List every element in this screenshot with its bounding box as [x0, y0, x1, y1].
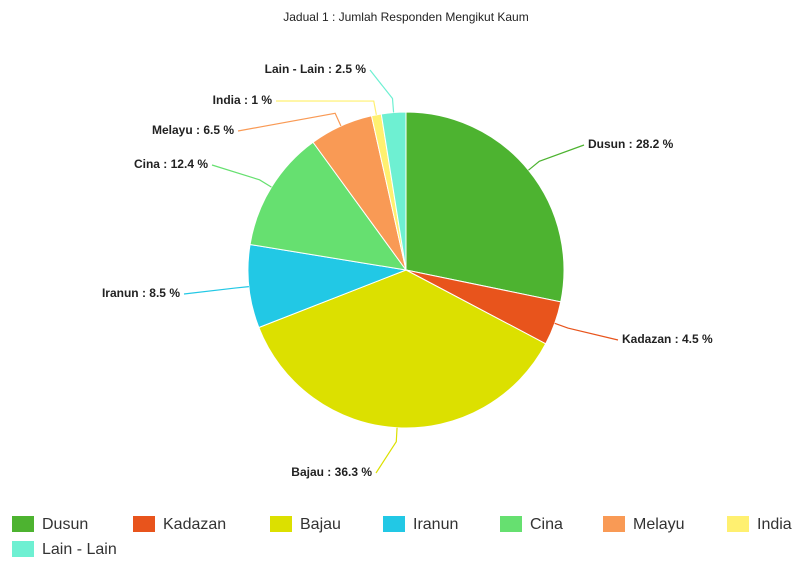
- leader-line: [375, 427, 398, 474]
- data-label: India : 1 %: [213, 93, 273, 107]
- legend-swatch: [603, 516, 625, 532]
- data-label: Kadazan : 4.5 %: [622, 332, 713, 346]
- legend-swatch: [270, 516, 292, 532]
- legend-label: Cina: [530, 516, 563, 533]
- leader-line: [369, 69, 395, 113]
- data-label: Bajau : 36.3 %: [291, 465, 372, 479]
- leader-line: [528, 144, 585, 171]
- pie-slice: [247, 243, 408, 329]
- legend-label: Iranun: [413, 516, 458, 533]
- legend-swatch: [12, 516, 34, 532]
- legend-label: Lain - Lain: [42, 541, 117, 558]
- chart-title: Jadual 1 : Jumlah Responden Mengikut Kau…: [283, 10, 528, 24]
- pie-slice: [249, 141, 408, 271]
- legend-label: Bajau: [300, 516, 341, 533]
- legend-swatch: [500, 516, 522, 532]
- legend-swatch: [727, 516, 749, 532]
- leader-line: [211, 164, 272, 188]
- data-label: Melayu : 6.5 %: [152, 123, 234, 137]
- data-label: Cina : 12.4 %: [134, 157, 208, 171]
- legend-swatch: [133, 516, 155, 532]
- pie-slice: [258, 269, 547, 429]
- legend-swatch: [383, 516, 405, 532]
- legend-label: India: [757, 516, 792, 533]
- leader-line: [554, 322, 619, 341]
- pie-slice: [405, 111, 565, 303]
- data-label: Dusun : 28.2 %: [588, 137, 674, 151]
- legend-label: Melayu: [633, 516, 685, 533]
- leader-line: [275, 100, 377, 115]
- legend-swatch: [12, 541, 34, 557]
- legend-label: Kadazan: [163, 516, 226, 533]
- leader-line: [183, 286, 249, 295]
- data-label: Lain - Lain : 2.5 %: [265, 62, 367, 76]
- legend-label: Dusun: [42, 516, 88, 533]
- leader-line: [237, 112, 342, 132]
- data-label: Iranun : 8.5 %: [102, 286, 180, 300]
